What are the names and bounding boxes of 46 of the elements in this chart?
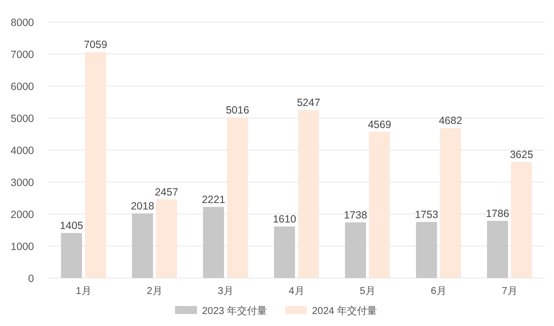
y-tick-label: 3000 [10, 177, 34, 189]
x-tick-label: 3月 [218, 286, 234, 297]
bar [156, 199, 177, 278]
bar [274, 226, 295, 278]
bar [298, 110, 319, 278]
data-label: 1753 [414, 208, 438, 221]
x-tick-label: 6月 [430, 286, 446, 297]
bar [345, 222, 366, 278]
x-tick-label: 5月 [360, 286, 376, 297]
y-tick-label: 6000 [10, 81, 34, 93]
data-label: 5016 [226, 104, 250, 116]
bar [416, 222, 437, 278]
data-label: 2221 [202, 194, 226, 206]
y-tick-label: 5000 [10, 113, 34, 125]
data-label: 1610 [272, 213, 296, 226]
y-tick-label: 7000 [10, 49, 34, 61]
data-label: 7059 [84, 39, 108, 52]
data-label: 4569 [368, 118, 392, 131]
data-label: 3625 [510, 149, 534, 161]
data-label: 2457 [154, 186, 178, 198]
legend-label: 2023 年交付量 [202, 305, 268, 317]
data-label: 5247 [296, 97, 320, 110]
bar [203, 206, 224, 278]
x-tick-label: 7月 [502, 286, 518, 297]
legend-label: 2024 年交付量 [312, 305, 378, 317]
data-label: 2018 [130, 200, 154, 212]
bar [132, 213, 153, 278]
bar [369, 132, 390, 278]
x-tick-label: 2月 [146, 286, 162, 297]
x-tick-label: 1月 [76, 286, 92, 297]
y-tick-label: 8000 [10, 17, 34, 29]
bar [85, 52, 106, 278]
bar [487, 220, 508, 278]
y-tick-label: 2000 [10, 209, 34, 221]
x-tick-label: 4月 [288, 286, 304, 297]
y-tick-label: 1000 [10, 241, 34, 253]
bar [511, 162, 532, 278]
y-tick-label: 4000 [10, 145, 34, 157]
data-label: 1786 [486, 208, 510, 220]
bar [61, 233, 82, 278]
y-tick-label: 0 [28, 273, 34, 285]
bar [227, 117, 248, 278]
bar [440, 128, 461, 278]
data-label: 1738 [344, 209, 368, 222]
data-label: 4682 [438, 115, 462, 128]
data-label: 1405 [60, 220, 84, 232]
